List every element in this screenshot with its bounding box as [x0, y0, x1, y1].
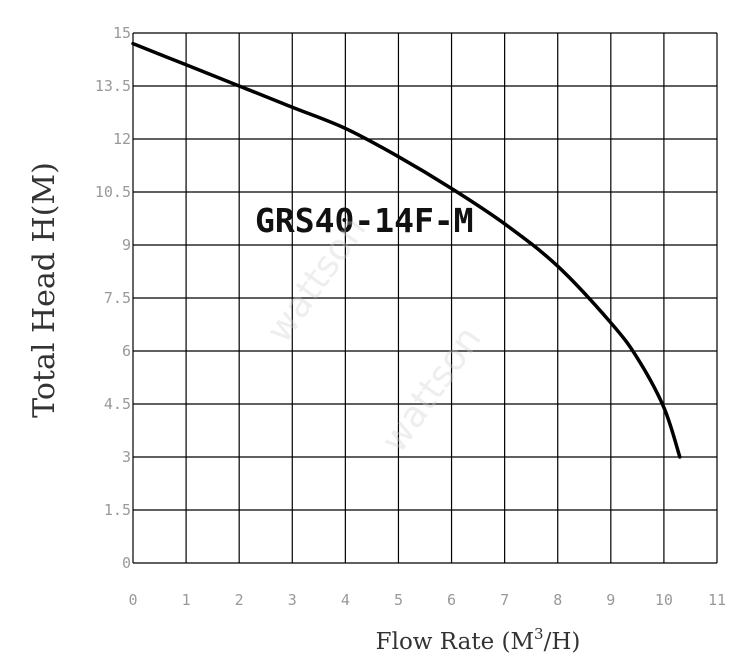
y-tick-label: 12 — [113, 130, 131, 148]
x-tick-label: 6 — [447, 591, 456, 609]
x-axis-label-suffix: /H) — [544, 629, 581, 655]
x-tick-label: 7 — [500, 591, 509, 609]
x-tick-label: 11 — [708, 591, 726, 609]
y-tick-label: 10.5 — [95, 183, 131, 201]
y-tick-label: 9 — [122, 236, 131, 254]
x-tick-label: 0 — [128, 591, 137, 609]
grid — [132, 32, 718, 564]
x-axis-label: Flow Rate (M3/H) — [376, 625, 581, 655]
x-tick-label: 9 — [606, 591, 615, 609]
y-tick-label: 15 — [113, 24, 131, 42]
y-tick-label: 3 — [122, 448, 131, 466]
y-tick-label: 0 — [122, 554, 131, 572]
y-tick-label: 1.5 — [104, 501, 131, 519]
y-tick-label: 13.5 — [95, 77, 131, 95]
x-tick-label: 1 — [182, 591, 191, 609]
series-line — [131, 41, 682, 459]
x-tick-label: 4 — [341, 591, 350, 609]
y-tick-label: 6 — [122, 342, 131, 360]
x-axis-label-sup: 3 — [534, 625, 544, 643]
x-tick-label: 3 — [288, 591, 297, 609]
y-tick-label: 7.5 — [104, 289, 131, 307]
x-tick-label: 5 — [394, 591, 403, 609]
x-axis-label-prefix: Flow Rate (M — [376, 629, 534, 655]
x-tick-label: 10 — [655, 591, 673, 609]
x-tick-label: 2 — [235, 591, 244, 609]
x-tick-labels: 0 1 2 3 4 5 6 7 8 9 10 11 — [128, 591, 726, 609]
chart-title: GRS40-14F-M — [255, 201, 474, 240]
y-tick-labels: 0 1.5 3 4.5 6 7.5 9 10.5 12 13.5 15 — [95, 24, 131, 572]
y-axis-label: Total Head H(M) — [27, 162, 62, 418]
x-tick-label: 8 — [553, 591, 562, 609]
series-group — [131, 41, 682, 459]
watermark-text: wattson — [374, 319, 490, 460]
y-tick-label: 4.5 — [104, 395, 131, 413]
